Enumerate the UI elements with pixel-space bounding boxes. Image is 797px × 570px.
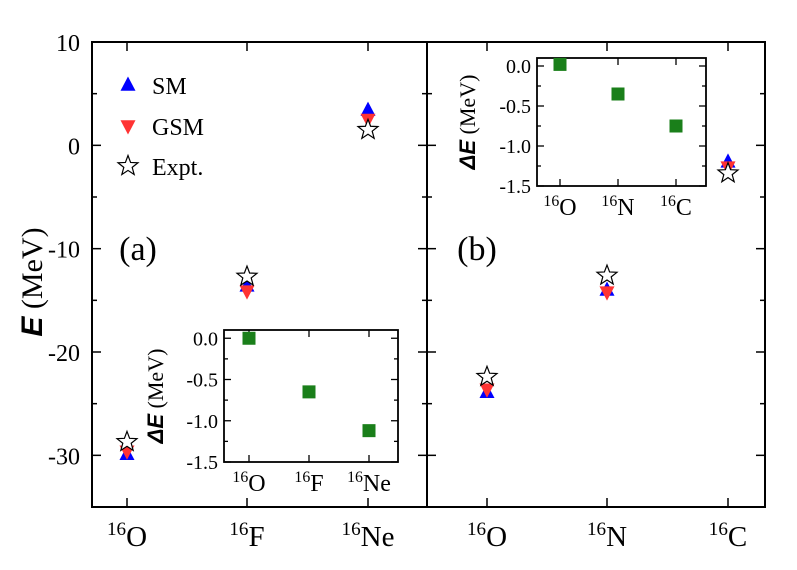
expt-point bbox=[595, 263, 619, 286]
gsm-point bbox=[479, 383, 495, 398]
xtick-label-N: 16N bbox=[587, 519, 627, 553]
legend-sm-marker bbox=[120, 76, 136, 91]
inset-xtick-label-F: 16F bbox=[294, 469, 323, 497]
xtick-label-F-mass: 16 bbox=[229, 519, 248, 540]
inset-ytick-label: -1.5 bbox=[499, 176, 531, 198]
inset-ylabel: ΔE (MeV) bbox=[455, 75, 480, 171]
xtick-label-F-element: F bbox=[248, 521, 264, 553]
ytick-label: -20 bbox=[48, 341, 80, 367]
xtick-label-O: 16O bbox=[107, 519, 147, 553]
xtick-label-O-mass: 16 bbox=[107, 519, 126, 540]
expt-point bbox=[475, 364, 499, 387]
sm-point bbox=[360, 101, 376, 116]
panel-label-a: (a) bbox=[119, 231, 157, 268]
inset-xtick-label-F-element: F bbox=[310, 471, 323, 497]
xtick-label-Ne: 16Ne bbox=[342, 519, 395, 553]
inset-xtick-label-F-mass: 16 bbox=[294, 469, 310, 486]
inset-ytick-label: -0.5 bbox=[499, 96, 531, 118]
legend-expt-label: Expt. bbox=[152, 155, 203, 181]
gsm-point bbox=[599, 286, 615, 301]
xtick-label-C-element: C bbox=[728, 521, 747, 553]
inset-ytick-label: 0.0 bbox=[506, 56, 531, 78]
delta-point bbox=[362, 424, 376, 438]
inset-xtick-label-O-element: O bbox=[559, 195, 576, 221]
inset-ytick-label: -1.0 bbox=[186, 411, 218, 433]
xtick-label-N-mass: 16 bbox=[587, 519, 606, 540]
expt-point bbox=[716, 161, 740, 184]
inset-ylabel-symbol: ΔE bbox=[455, 139, 480, 171]
xtick-label-Ne-mass: 16 bbox=[342, 519, 361, 540]
inset-ytick-label: -1.5 bbox=[186, 452, 218, 474]
main-ylabel-symbol: E bbox=[16, 316, 49, 337]
ytick-label: 10 bbox=[56, 31, 80, 57]
inset-xtick-label-C-mass: 16 bbox=[660, 193, 676, 210]
ytick-label: -10 bbox=[48, 238, 80, 264]
xtick-label-O-element: O bbox=[486, 521, 507, 553]
delta-point bbox=[611, 87, 625, 101]
inset-xtick-label-N: 16N bbox=[601, 193, 634, 221]
ytick-label: -30 bbox=[48, 444, 80, 470]
legend-sm-label: SM bbox=[152, 74, 187, 100]
delta-point bbox=[553, 57, 567, 71]
inset-ylabel: ΔE (MeV) bbox=[143, 349, 168, 445]
xtick-label-O-mass: 16 bbox=[467, 519, 486, 540]
inset-xtick-label-Ne-mass: 16 bbox=[347, 469, 363, 486]
main-ylabel-unit: (MeV) bbox=[16, 227, 49, 316]
panel-label-b: (b) bbox=[457, 231, 497, 268]
inset-ylabel-unit: (MeV) bbox=[143, 349, 168, 414]
xtick-label-Ne-element: Ne bbox=[361, 521, 395, 553]
inset-ytick-label: -0.5 bbox=[186, 370, 218, 392]
inset-xtick-label-N-element: N bbox=[617, 195, 634, 221]
inset-xtick-label-C: 16C bbox=[660, 193, 692, 221]
delta-point bbox=[669, 119, 683, 133]
inset-xtick-label-O: 16O bbox=[232, 469, 265, 497]
inset-xtick-label-N-mass: 16 bbox=[601, 193, 617, 210]
inset-ylabel-symbol: ΔE bbox=[143, 413, 168, 445]
legend-gsm-label: GSM bbox=[152, 115, 204, 141]
xtick-label-C-mass: 16 bbox=[709, 519, 728, 540]
inset-xtick-label-Ne-element: Ne bbox=[363, 471, 391, 497]
inset-ytick-label: 0.0 bbox=[193, 328, 218, 350]
expt-point bbox=[115, 429, 139, 452]
xtick-label-F: 16F bbox=[229, 519, 264, 553]
inset-xtick-label-O-element: O bbox=[248, 471, 265, 497]
expt-point bbox=[356, 117, 380, 140]
xtick-label-C: 16C bbox=[709, 519, 747, 553]
legend-expt-marker bbox=[116, 153, 140, 176]
expt-point bbox=[235, 264, 259, 287]
xtick-label-O: 16O bbox=[467, 519, 507, 553]
inset-xtick-label-C-element: C bbox=[676, 195, 692, 221]
xtick-label-N-element: N bbox=[606, 521, 627, 553]
inset-xtick-label-O: 16O bbox=[543, 193, 576, 221]
inset-xtick-label-O-mass: 16 bbox=[232, 469, 248, 486]
gsm-point bbox=[239, 285, 255, 300]
xtick-label-O-element: O bbox=[126, 521, 147, 553]
inset-xtick-label-Ne: 16Ne bbox=[347, 469, 391, 497]
inset-xtick-label-O-mass: 16 bbox=[543, 193, 559, 210]
inset-ylabel-unit: (MeV) bbox=[455, 75, 480, 140]
delta-point bbox=[242, 331, 256, 345]
inset-ytick-label: -1.0 bbox=[499, 136, 531, 158]
legend-gsm-marker bbox=[120, 120, 136, 135]
main-ylabel: E (MeV) bbox=[16, 227, 49, 336]
delta-point bbox=[302, 385, 316, 399]
ytick-label: 0 bbox=[68, 134, 80, 160]
